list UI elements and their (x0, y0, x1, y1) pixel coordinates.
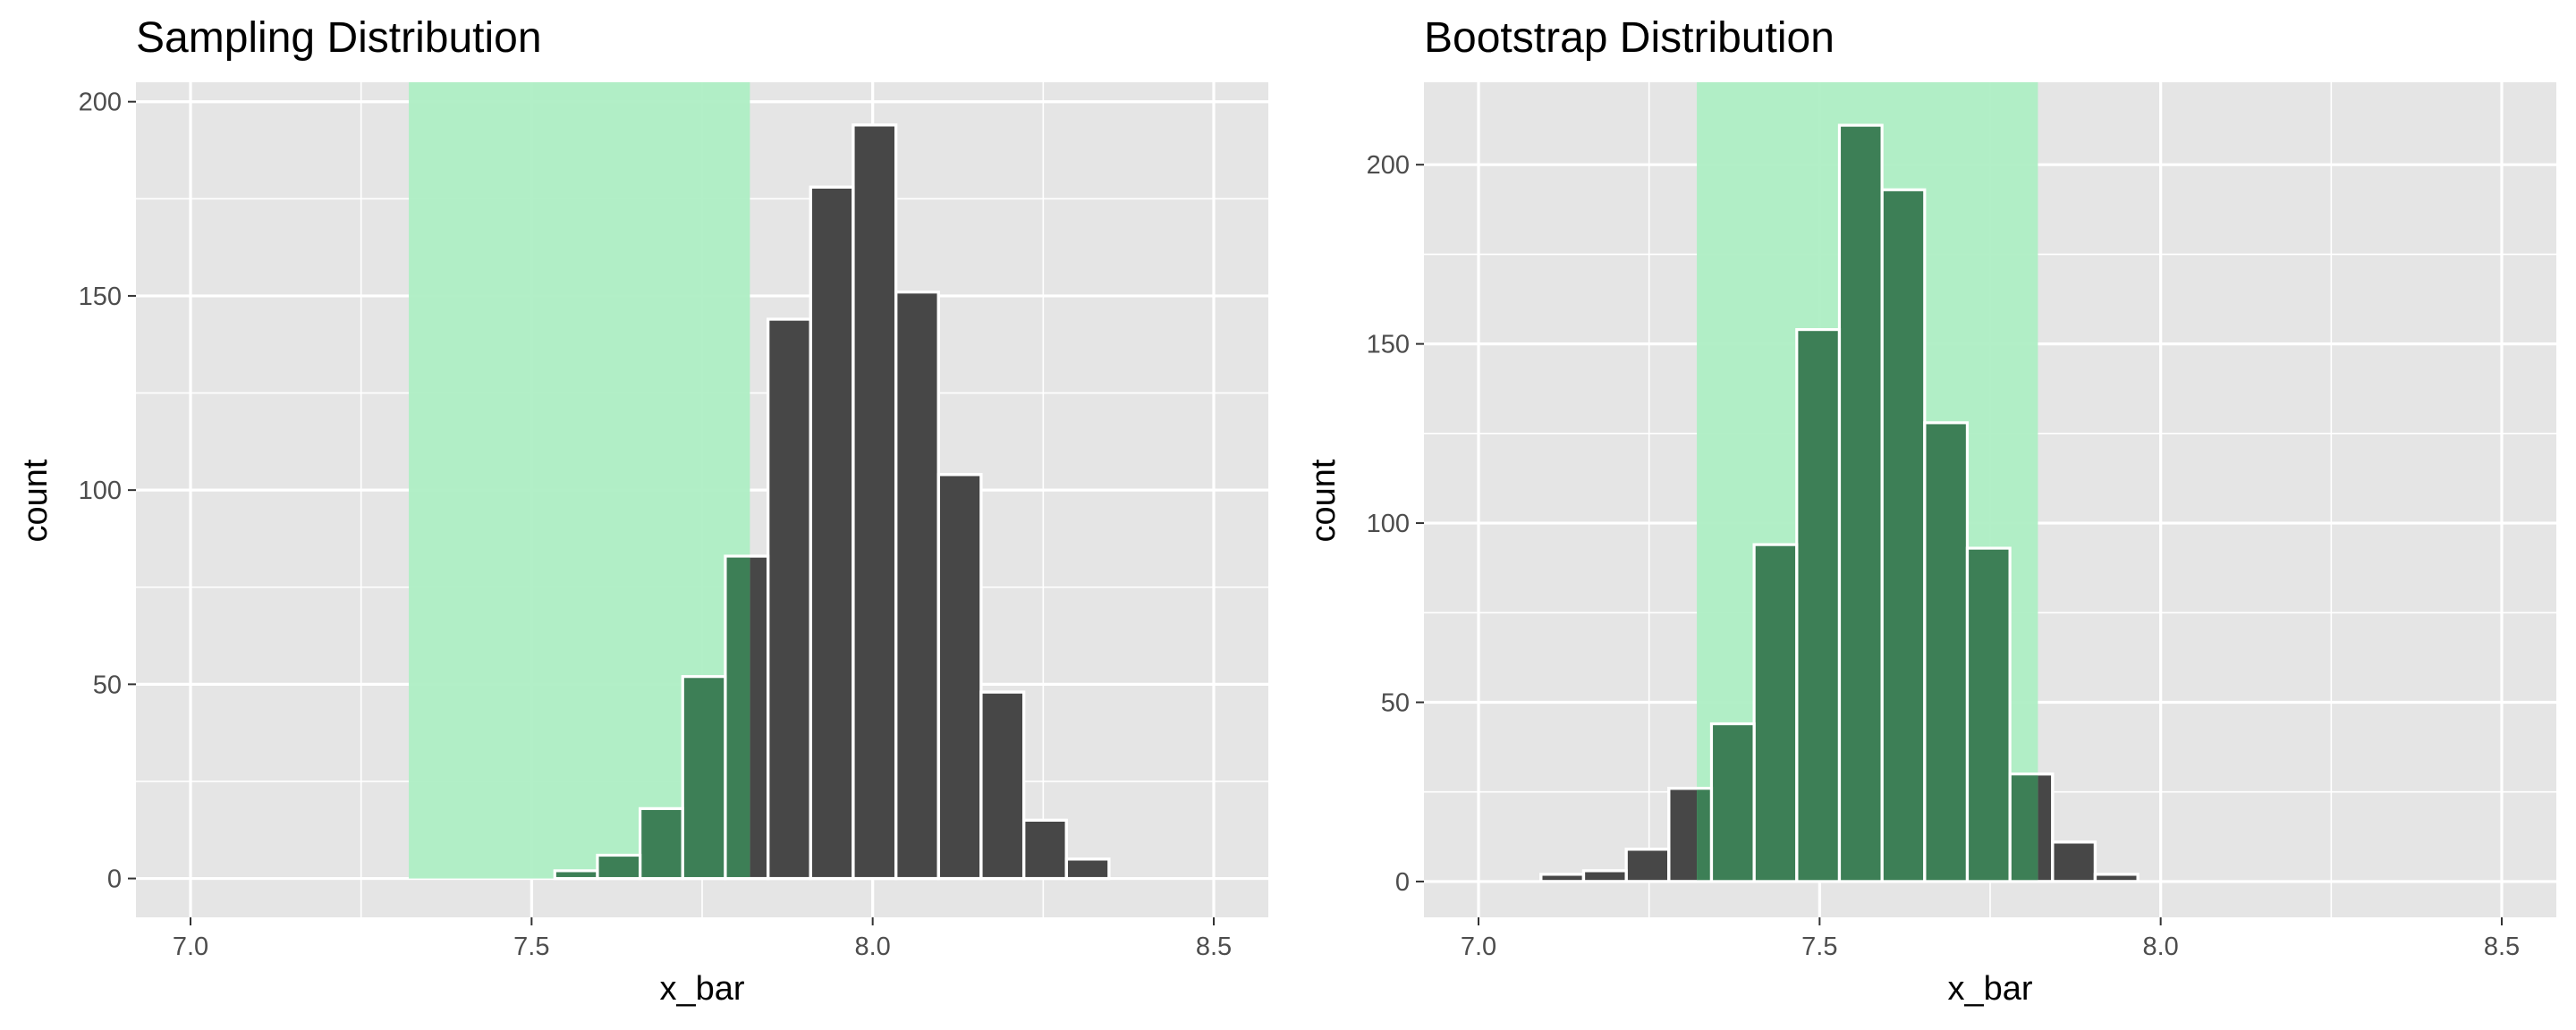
histogram-bar (2051, 840, 2097, 883)
histogram-bar-shaded (640, 808, 683, 879)
histogram-bar-outline (1965, 546, 2012, 883)
histogram-bar-shaded (1711, 723, 1755, 882)
histogram-bar (852, 123, 898, 881)
histogram-bar-outline (2093, 873, 2140, 883)
histogram-bar-outline (1021, 818, 1068, 881)
histogram-bar-outline (979, 690, 1026, 881)
x-tick-label: 8.5 (2484, 933, 2520, 961)
histogram-bar (1021, 818, 1068, 881)
histogram-bar-shaded (724, 555, 750, 879)
histogram-bar (1064, 857, 1111, 881)
y-tick-label: 200 (1367, 151, 1410, 180)
x-tick-label: 8.0 (854, 933, 890, 961)
histogram-bar (894, 290, 940, 881)
y-tick-label: 150 (1367, 331, 1410, 359)
histogram-bar (1581, 869, 1628, 883)
y-tick-label: 0 (1395, 868, 1410, 897)
y-tick-label: 100 (79, 477, 122, 505)
y-tick-label: 150 (79, 283, 122, 311)
y-axis-title-bootstrap: count (1305, 459, 1343, 542)
x-tick-label: 8.5 (1196, 933, 1232, 961)
histogram-bar-shaded (682, 676, 725, 879)
histogram-bar-shaded (1697, 788, 1712, 882)
histogram-bar (1624, 848, 1671, 883)
histogram-bar-shaded (597, 855, 640, 879)
histogram-bar-outline (1064, 857, 1111, 881)
x-tick-label: 7.0 (173, 933, 208, 961)
histogram-bar (766, 317, 812, 881)
histogram-bar-shaded (1796, 329, 1840, 882)
chart-title-bootstrap: Bootstrap Distribution (1424, 14, 1835, 62)
x-axis-title-bootstrap: x_bar (1947, 970, 2032, 1008)
x-tick-label: 8.0 (2142, 933, 2178, 961)
x-tick-label: 7.5 (513, 933, 549, 961)
x-tick-label: 7.0 (1461, 933, 1496, 961)
histogram-bar-shaded (1754, 545, 1797, 882)
histogram-bar-shaded (1839, 125, 1883, 882)
y-tick-label: 200 (79, 89, 122, 117)
histogram-bar-shaded (1967, 548, 2011, 882)
histogram-bar (979, 690, 1026, 881)
y-axis-title-sampling: count (17, 459, 55, 542)
histogram-bar-outline (2008, 772, 2055, 883)
histogram-bar-shaded (555, 870, 597, 879)
panel-0: 7.0 7.5 8.0 8.5 0 50 100 150 200 (79, 82, 1268, 961)
y-tick-label: 50 (1381, 688, 1410, 717)
y-tick-label: 100 (1367, 510, 1410, 538)
histogram-bar-shaded (1882, 190, 1925, 882)
histogram-bar-shaded (1924, 422, 1968, 882)
histogram-bar (809, 185, 855, 881)
x-axis-title-sampling: x_bar (659, 970, 744, 1008)
histogram-bar-outline (936, 473, 983, 881)
panel-1: 7.0 7.5 8.0 8.5 0 50 100 150 200 (1367, 82, 2556, 961)
histogram-bar-outline (2051, 840, 2097, 883)
x-tick-label: 7.5 (1801, 933, 1837, 961)
histogram-bar-shaded (2010, 773, 2038, 882)
histogram-bar (936, 473, 983, 881)
y-tick-label: 0 (107, 865, 122, 894)
chart-title-sampling: Sampling Distribution (136, 14, 542, 62)
y-tick-label: 50 (93, 671, 122, 699)
